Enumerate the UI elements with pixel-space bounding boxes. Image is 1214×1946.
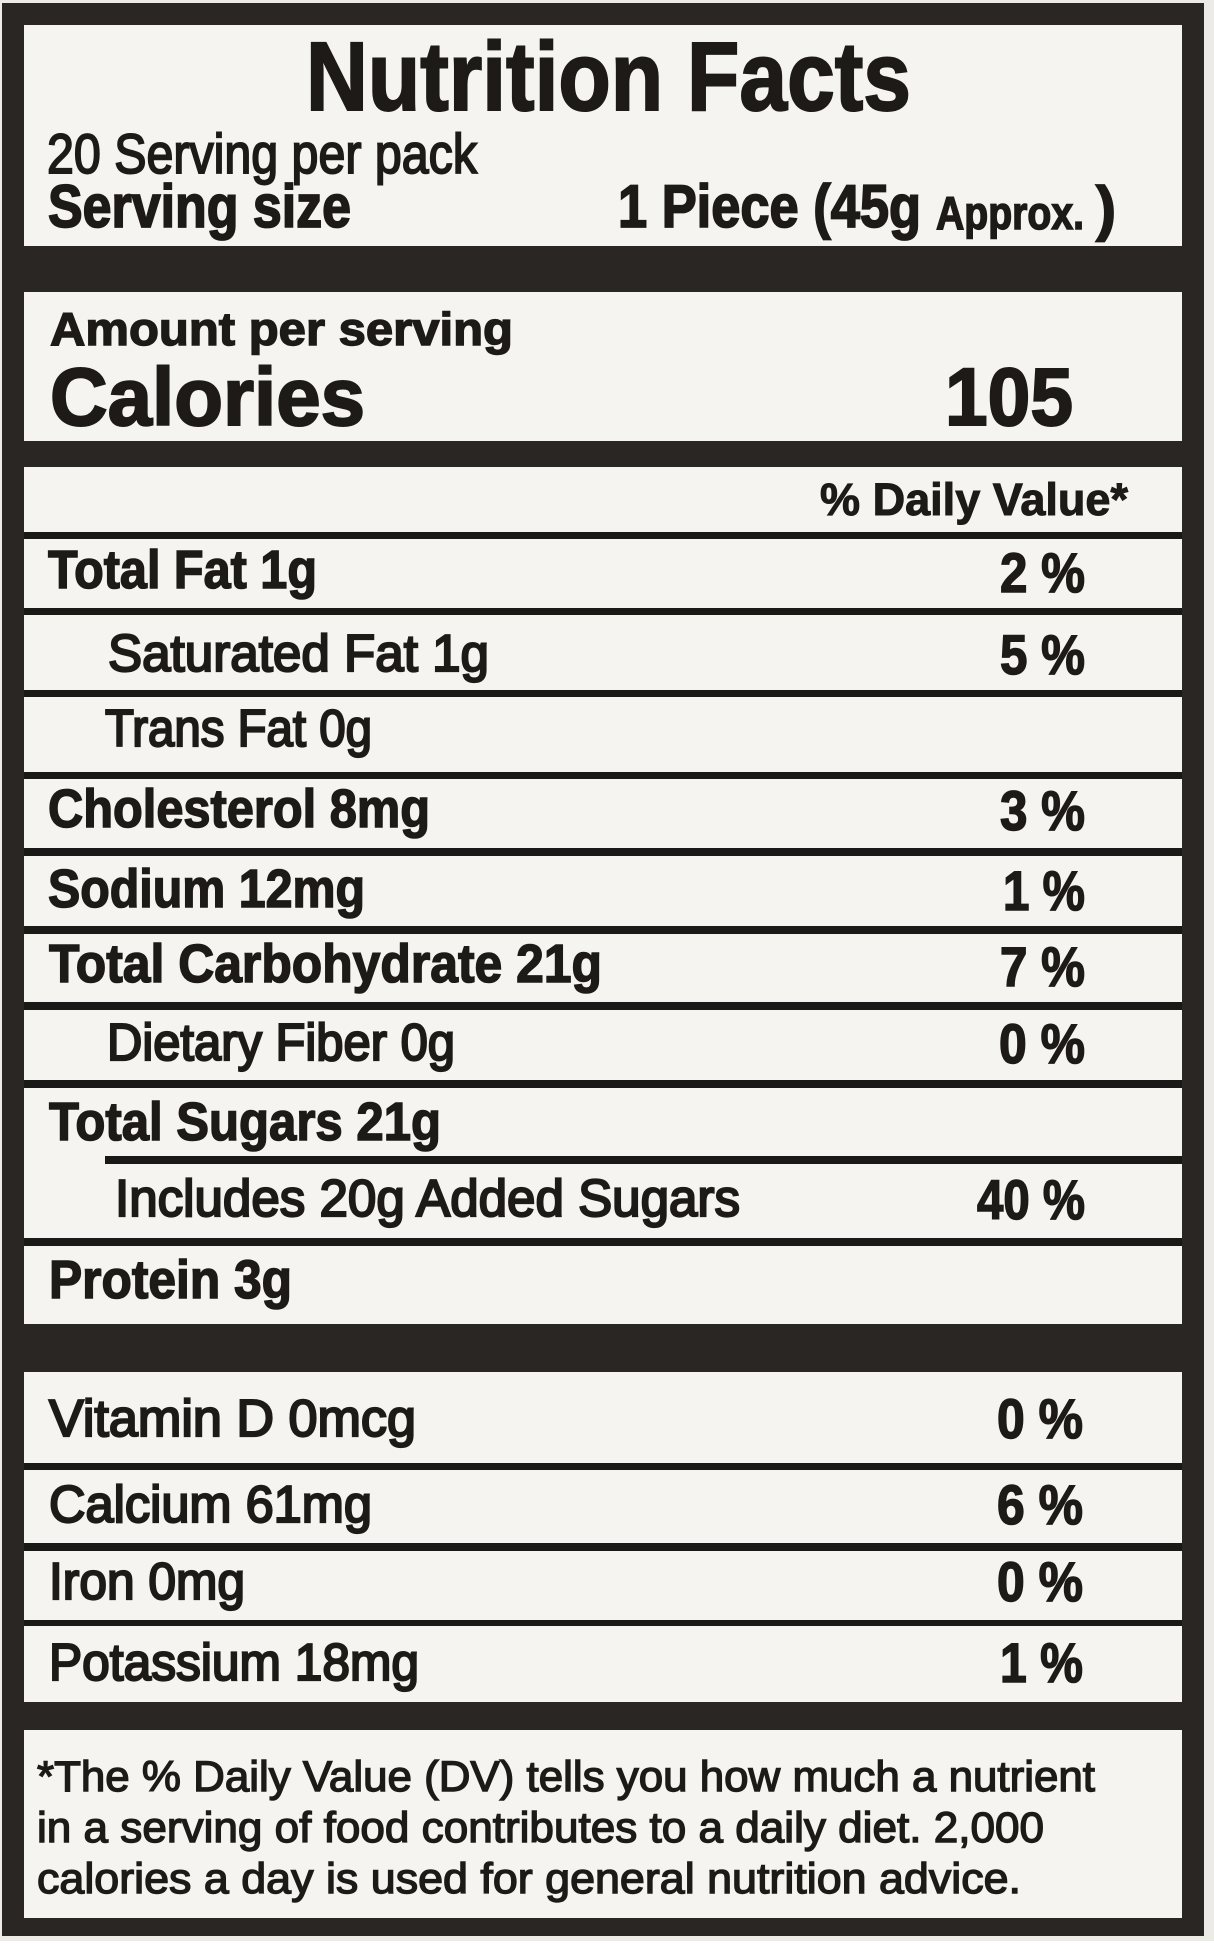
svg-text:Cholesterol 8mg: Cholesterol 8mg — [48, 779, 430, 839]
svg-text:in a serving of food contribut: in a serving of food contributes to a da… — [37, 1804, 1044, 1852]
svg-text:1 %: 1 % — [1003, 859, 1085, 922]
svg-text:Saturated Fat 1g: Saturated Fat 1g — [108, 625, 489, 683]
svg-text:105: 105 — [945, 352, 1073, 443]
svg-text:20 Serving per pack: 20 Serving per pack — [47, 122, 478, 185]
svg-text:Trans Fat 0g: Trans Fat 0g — [105, 700, 372, 758]
svg-text:1 Piece (45g: 1 Piece (45g — [618, 173, 921, 240]
svg-text:Nutrition Facts: Nutrition Facts — [306, 22, 911, 131]
svg-text:Dietary Fiber 0g: Dietary Fiber 0g — [107, 1014, 455, 1072]
svg-text:*The % Daily Value (DV) tells: *The % Daily Value (DV) tells you how mu… — [37, 1753, 1095, 1801]
svg-text:7 %: 7 % — [1000, 935, 1085, 998]
svg-text:Total Carbohydrate 21g: Total Carbohydrate 21g — [49, 934, 602, 994]
svg-text:Iron 0mg: Iron 0mg — [49, 1553, 245, 1611]
svg-text:Amount per serving: Amount per serving — [50, 303, 513, 355]
svg-text:Includes 20g Added Sugars: Includes 20g Added Sugars — [115, 1170, 740, 1228]
svg-text:Calcium 61mg: Calcium 61mg — [49, 1476, 372, 1534]
svg-text:2 %: 2 % — [1000, 541, 1085, 604]
svg-text:Sodium 12mg: Sodium 12mg — [48, 859, 365, 919]
svg-text:0 %: 0 % — [997, 1387, 1083, 1450]
svg-text:0 %: 0 % — [997, 1550, 1083, 1613]
svg-text:40 %: 40 % — [977, 1168, 1085, 1231]
svg-text:% Daily Value*: % Daily Value* — [820, 474, 1128, 525]
svg-text:1 %: 1 % — [1000, 1631, 1083, 1694]
svg-text:Approx.: Approx. — [936, 187, 1084, 239]
svg-text:Total Sugars 21g: Total Sugars 21g — [49, 1092, 441, 1152]
svg-text:0 %: 0 % — [999, 1012, 1085, 1075]
svg-text:6 %: 6 % — [997, 1473, 1083, 1536]
svg-text:Potassium 18mg: Potassium 18mg — [49, 1634, 419, 1692]
svg-text:Total Fat 1g: Total Fat 1g — [48, 540, 317, 600]
svg-text:Calories: Calories — [50, 352, 365, 443]
svg-text:Vitamin D 0mcg: Vitamin D 0mcg — [49, 1390, 416, 1448]
svg-text:): ) — [1096, 175, 1116, 242]
svg-text:Serving size: Serving size — [48, 173, 351, 240]
svg-text:3 %: 3 % — [1000, 779, 1085, 842]
svg-text:calories a day is used for gen: calories a day is used for general nutri… — [37, 1855, 1021, 1903]
svg-text:Protein 3g: Protein 3g — [49, 1250, 292, 1310]
svg-text:5 %: 5 % — [1000, 623, 1085, 686]
